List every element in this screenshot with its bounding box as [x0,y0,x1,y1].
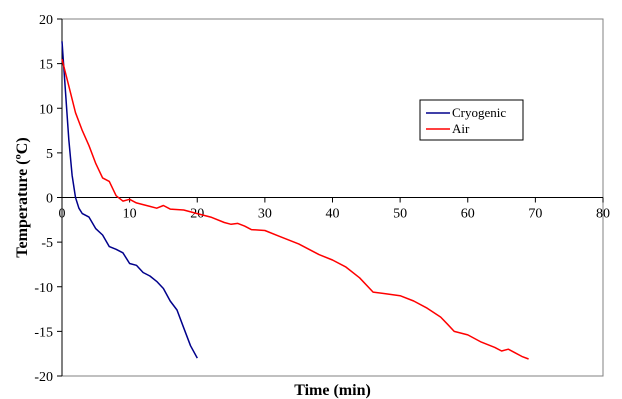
x-tick-label: 0 [59,207,66,222]
y-tick-label: 0 [46,192,53,207]
series-line-air [61,59,529,360]
legend-box [419,99,524,141]
y-tick-label: 10 [39,102,53,117]
y-tick-label: -10 [34,281,53,296]
legend-label-air: Air [452,121,470,136]
x-tick-label: 10 [123,207,137,222]
y-tick-label: -5 [41,236,53,251]
x-axis-title: Time (min) [294,382,371,399]
legend: Cryogenic Air [419,99,524,141]
y-tick-label: 20 [39,13,53,28]
x-tick-label: 60 [461,207,475,222]
x-tick-label: 30 [258,207,272,222]
x-tick-label: 80 [596,207,610,222]
x-tick-label: 70 [528,207,542,222]
x-tick-label: 50 [393,207,407,222]
y-tick-label: 15 [39,58,53,73]
legend-label-cryogenic: Cryogenic [452,105,506,120]
x-tick-label: 40 [326,207,340,222]
series-lines [61,41,529,360]
y-axis-title: Temperature (ºC) [14,137,31,257]
y-tick-label: -20 [34,370,53,385]
series-line-cryogenic [61,41,198,359]
y-tick-label: 5 [46,147,53,162]
y-tick-label: -15 [34,325,53,340]
